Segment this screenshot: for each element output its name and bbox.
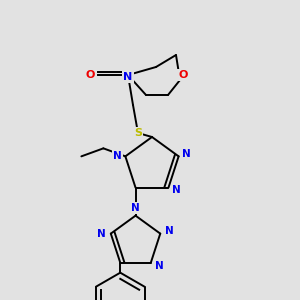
Text: N: N: [165, 226, 174, 236]
Text: O: O: [178, 70, 188, 80]
Text: N: N: [155, 261, 164, 271]
Text: S: S: [134, 128, 142, 138]
Text: N: N: [182, 149, 191, 159]
Text: N: N: [113, 151, 122, 161]
Text: O: O: [85, 70, 95, 80]
Text: N: N: [98, 229, 106, 238]
Text: N: N: [123, 72, 133, 82]
Text: N: N: [131, 203, 140, 213]
Text: N: N: [172, 185, 181, 195]
